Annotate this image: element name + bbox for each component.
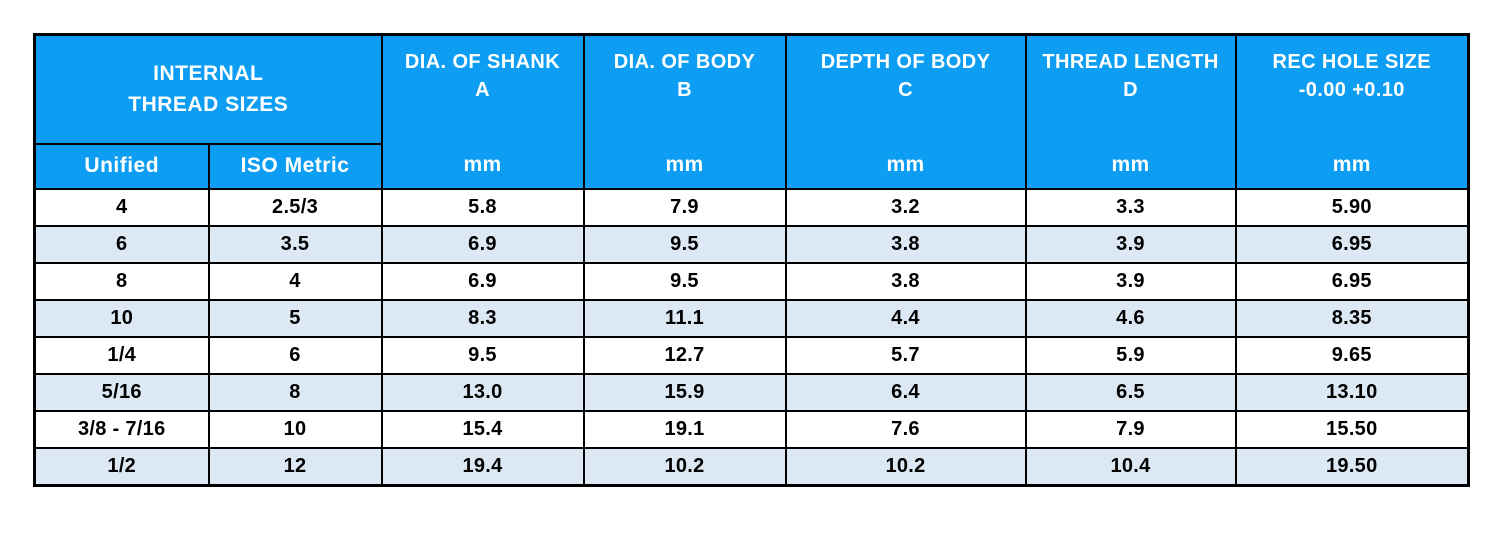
table-row: 4 2.5/3 5.8 7.9 3.2 3.3 5.90 [33,188,1470,227]
col-unit: mm [886,152,925,176]
table-cell: 6.95 [1234,225,1470,264]
table-cell: 8.3 [380,299,585,338]
table-cell: 12 [207,447,383,487]
table-cell: 8 [207,373,383,412]
table-cell: 7.9 [1024,410,1237,449]
table-cell: 10.4 [1024,447,1237,487]
table-cell: 8.35 [1234,299,1470,338]
header-row-main: INTERNAL THREAD SIZES DIA. OF SHANK A mm… [33,33,1470,190]
table-header: INTERNAL THREAD SIZES DIA. OF SHANK A mm… [33,33,1470,191]
table-row: 6 3.5 6.9 9.5 3.8 3.9 6.95 [33,225,1470,264]
table-cell: 15.4 [380,410,585,449]
col-header-rec-hole-size: REC HOLE SIZE -0.00 +0.10 mm [1234,33,1470,190]
table-cell: 3.2 [784,188,1027,227]
col-title: THREAD LENGTH D [1042,51,1219,101]
table-row: 3/8 - 7/16 10 15.4 19.1 7.6 7.9 15.50 [33,410,1470,449]
table-cell: 6 [207,336,383,375]
col-title: DEPTH OF BODY C [820,51,991,101]
table-cell: 1/4 [33,336,210,375]
table-cell: 13.10 [1234,373,1470,412]
col-header-thread-length-d: THREAD LENGTH D mm [1024,33,1237,190]
table-cell: 9.65 [1234,336,1470,375]
table-cell: 19.4 [380,447,585,487]
table-row: 8 4 6.9 9.5 3.8 3.9 6.95 [33,262,1470,301]
table-cell: 3.3 [1024,188,1237,227]
table-cell: 12.7 [582,336,787,375]
table-body: 4 2.5/3 5.8 7.9 3.2 3.3 5.90 6 3.5 6.9 9.5 3.8 3.9 6.… [33,188,1470,487]
table-cell: 4 [207,262,383,301]
col-unit: mm [1332,152,1371,176]
table-cell: 19.1 [582,410,787,449]
subheader-iso-metric: ISO Metric [207,142,383,191]
col-title: DIA. OF SHANK A [404,51,561,101]
table-cell: 15.9 [582,373,787,412]
table-cell: 7.6 [784,410,1027,449]
internal-thread-sizes-header: INTERNAL THREAD SIZES [33,33,383,145]
table-cell: 10 [33,299,210,338]
table-cell: 5.9 [1024,336,1237,375]
table-cell: 10.2 [784,447,1027,487]
table-cell: 2.5/3 [207,188,383,227]
table-cell: 9.5 [582,262,787,301]
table-cell: 6.4 [784,373,1027,412]
table-cell: 3.9 [1024,262,1237,301]
table-cell: 10.2 [582,447,787,487]
table-cell: 3/8 - 7/16 [33,410,210,449]
table-cell: 6.5 [1024,373,1237,412]
table-cell: 13.0 [380,373,585,412]
table-cell: 3.9 [1024,225,1237,264]
subheader-unified: Unified [33,142,210,191]
table-cell: 6.9 [380,225,585,264]
table-cell: 5.90 [1234,188,1470,227]
table-row: 5/16 8 13.0 15.9 6.4 6.5 13.10 [33,373,1470,412]
col-header-dia-of-shank-a: DIA. OF SHANK A mm [380,33,585,190]
table-cell: 19.50 [1234,447,1470,487]
table-cell: 6.95 [1234,262,1470,301]
table-cell: 6 [33,225,210,264]
table-cell: 15.50 [1234,410,1470,449]
col-title: DIA. OF BODY B [613,51,756,101]
col-unit: mm [665,152,704,176]
table-cell: 5 [207,299,383,338]
table-cell: 6.9 [380,262,585,301]
col-header-dia-of-body-b: DIA. OF BODY B mm [582,33,787,190]
table-cell: 4 [33,188,210,227]
table-cell: 5.7 [784,336,1027,375]
table-cell: 3.8 [784,225,1027,264]
table-cell: 4.4 [784,299,1027,338]
table-row: 10 5 8.3 11.1 4.4 4.6 8.35 [33,299,1470,338]
table-row: 1/4 6 9.5 12.7 5.7 5.9 9.65 [33,336,1470,375]
thread-spec-table: INTERNAL THREAD SIZES DIA. OF SHANK A mm… [33,33,1471,487]
table-cell: 9.5 [582,225,787,264]
table-cell: 5/16 [33,373,210,412]
table-cell: 1/2 [33,447,210,487]
table-cell: 10 [207,410,383,449]
col-unit: mm [1111,152,1150,176]
table-cell: 11.1 [582,299,787,338]
col-unit: mm [463,152,502,176]
col-title: REC HOLE SIZE -0.00 +0.10 [1272,51,1432,101]
table-row: 1/2 12 19.4 10.2 10.2 10.4 19.50 [33,447,1470,487]
table-cell: 3.8 [784,262,1027,301]
group-header-label: INTERNAL THREAD SIZES [128,61,289,117]
table-cell: 4.6 [1024,299,1237,338]
table-cell: 5.8 [380,188,585,227]
col-header-depth-of-body-c: DEPTH OF BODY C mm [784,33,1027,190]
table-cell: 7.9 [582,188,787,227]
table-cell: 9.5 [380,336,585,375]
header-row-sub: Unified ISO Metric [33,142,1469,191]
table-cell: 3.5 [207,225,383,264]
table-cell: 8 [33,262,210,301]
